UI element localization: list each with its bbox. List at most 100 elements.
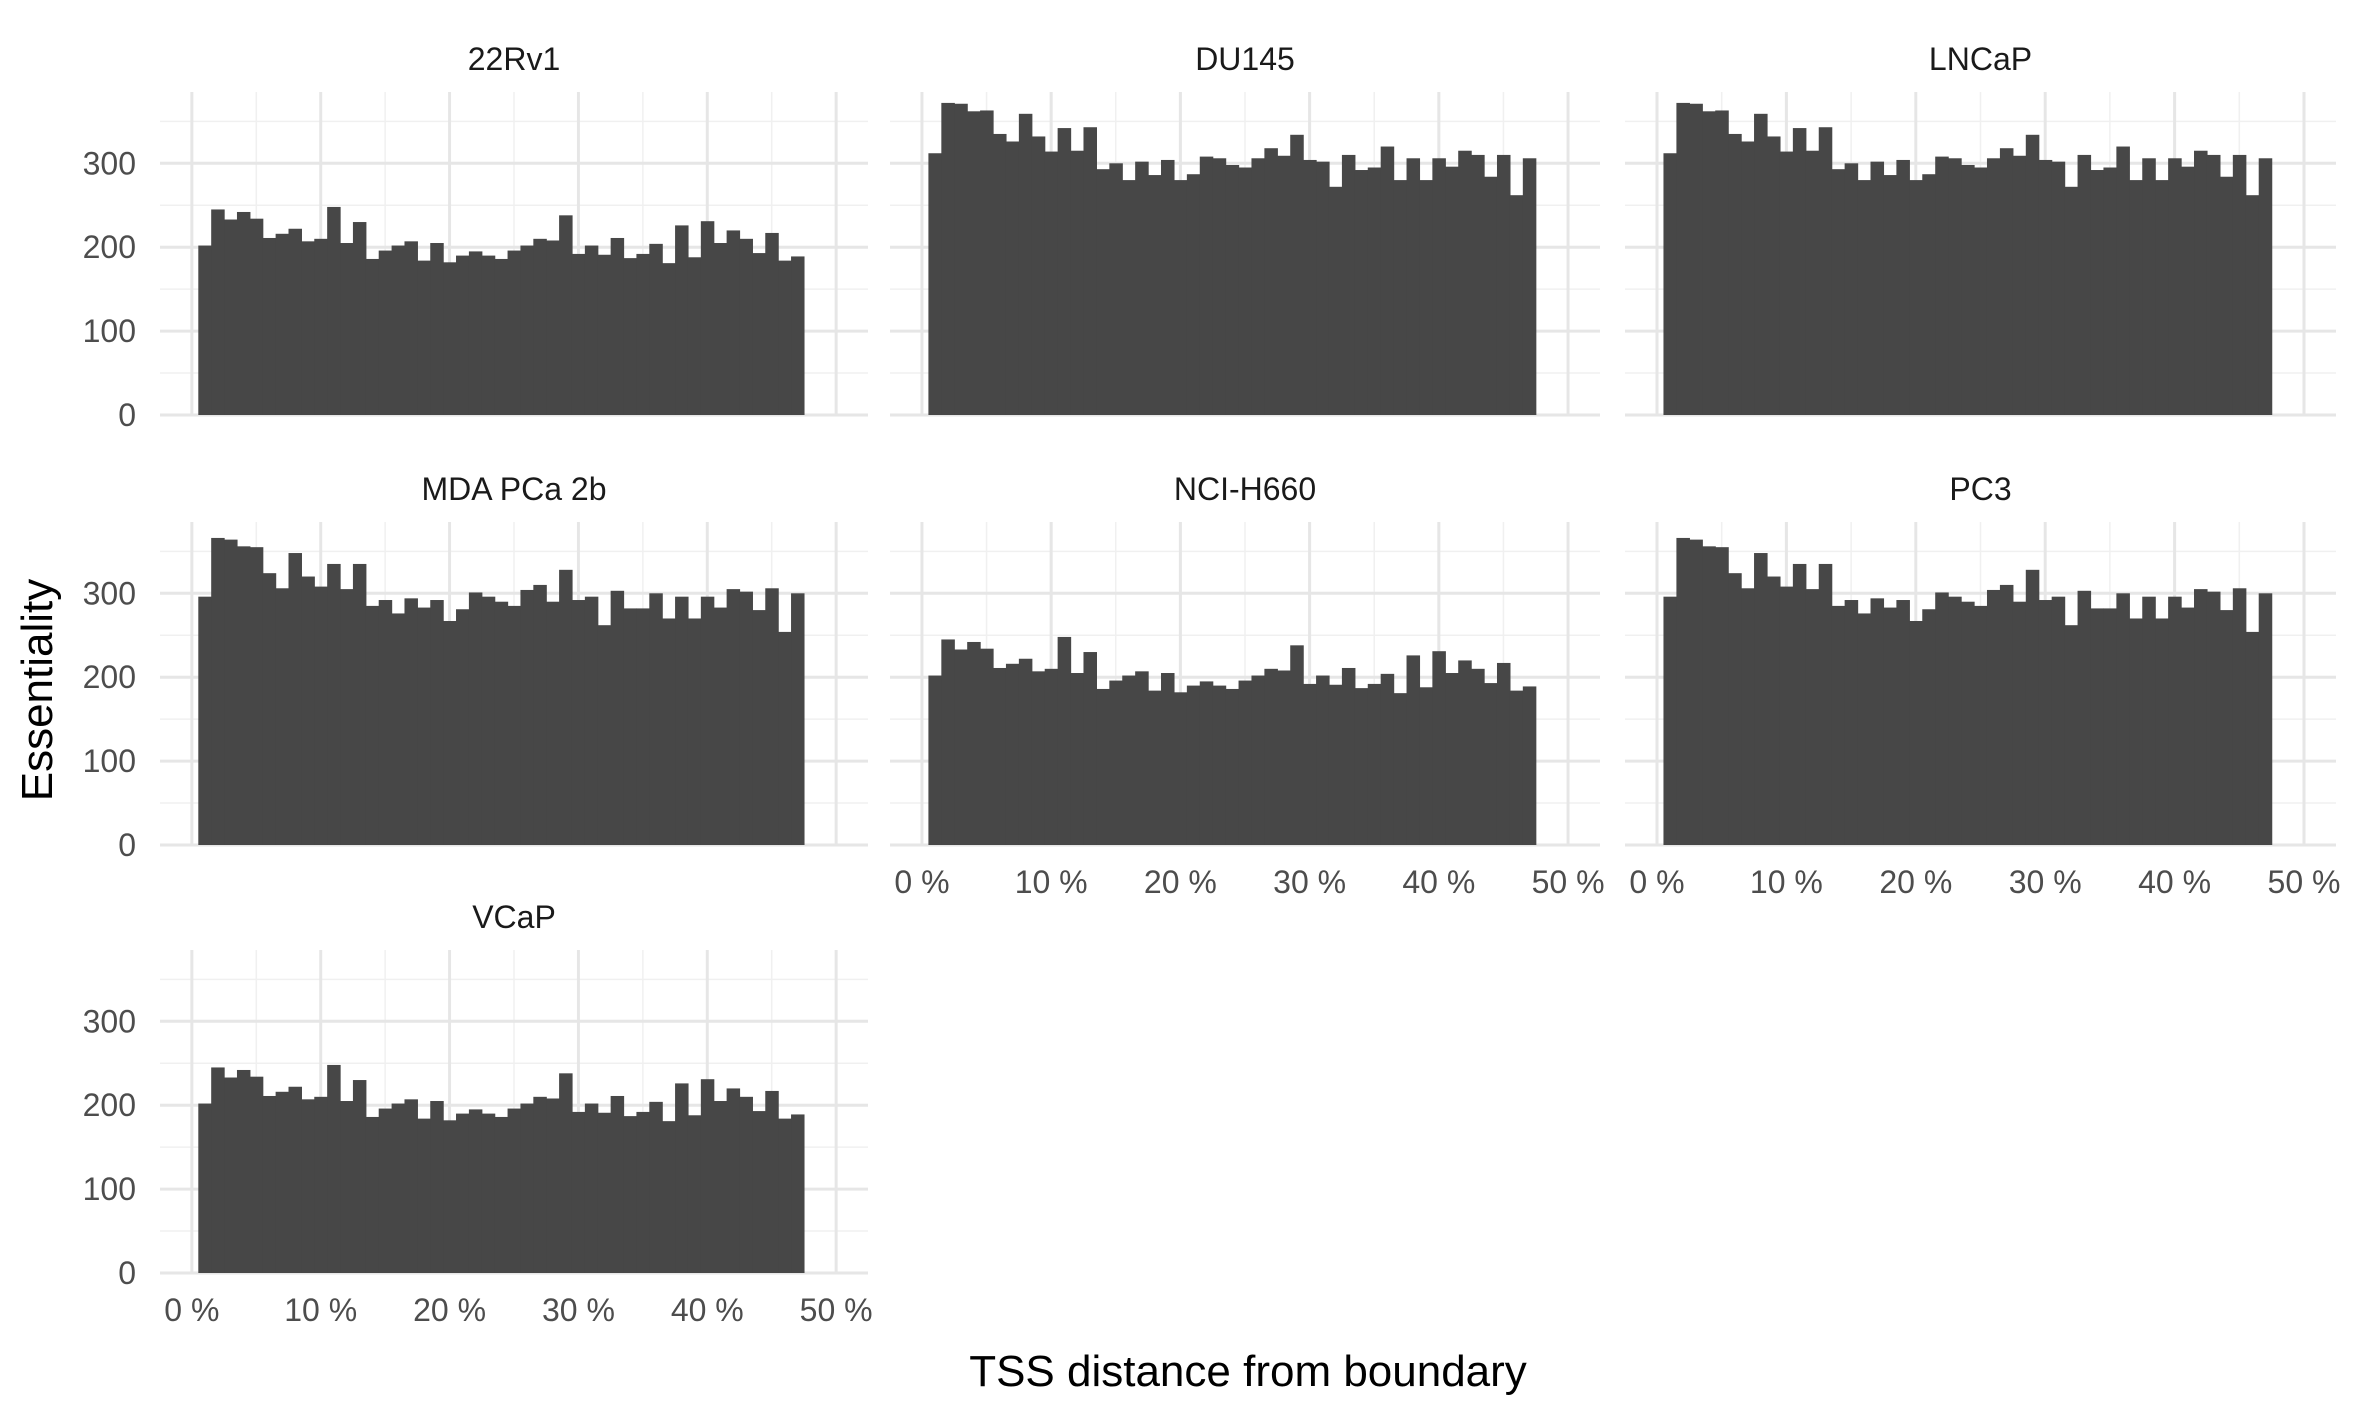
histogram-bar <box>1728 573 1742 845</box>
histogram-bar <box>494 1116 509 1273</box>
histogram-bar <box>623 608 638 845</box>
histogram-bar <box>1496 662 1511 845</box>
histogram-bar <box>2051 161 2066 415</box>
histogram-bar <box>571 1111 586 1273</box>
histogram-bar <box>1380 146 1395 415</box>
histogram-bar <box>1896 600 1910 845</box>
histogram-bar <box>1715 110 1729 415</box>
histogram-bar <box>778 1118 792 1273</box>
x-tick-label: 40 % <box>671 1292 744 1328</box>
histogram-bar <box>1122 180 1136 415</box>
histogram-bar <box>494 258 509 415</box>
histogram-bar <box>404 598 418 845</box>
histogram-bar <box>1896 159 1910 415</box>
histogram-bar <box>494 601 509 845</box>
histogram-bar <box>765 1090 779 1273</box>
histogram-bar <box>1792 128 1807 415</box>
facet-title: DU145 <box>1195 41 1295 77</box>
histogram-bar <box>2038 159 2053 415</box>
panel-pc3: PC3 0 % 10 % 20 % 30 % 40 % 50 % <box>1625 471 2340 900</box>
histogram-bar <box>1135 161 1149 415</box>
histogram-bar <box>1122 675 1136 845</box>
histogram-bar <box>1406 158 1421 415</box>
histogram-bar <box>301 241 315 415</box>
x-tick-label: 20 % <box>1144 864 1217 900</box>
histogram-bar <box>610 1095 625 1273</box>
histogram-bar <box>726 589 741 845</box>
histogram-bar <box>1754 113 1768 415</box>
histogram-bar <box>1135 671 1149 845</box>
histogram-bar <box>1432 651 1446 845</box>
histogram-bar <box>391 1103 406 1273</box>
histogram-bar <box>954 649 968 845</box>
panel-22rv1: 22Rv1 0 100 200 300 <box>83 41 868 433</box>
histogram-bar <box>365 258 380 415</box>
histogram-bar <box>391 613 406 845</box>
histogram-bar <box>443 1120 457 1273</box>
histogram-bar <box>443 620 457 845</box>
histogram-bar <box>597 625 612 845</box>
histogram-bar <box>954 103 968 415</box>
histogram-bar <box>636 608 650 845</box>
histogram-bar <box>1689 103 1703 415</box>
histogram-bar <box>1328 684 1343 845</box>
histogram-bar <box>1173 692 1188 845</box>
x-tick-label: 10 % <box>1015 864 1088 900</box>
histogram-bar <box>365 1116 380 1273</box>
histogram-bar <box>275 588 290 845</box>
histogram-bar <box>1044 151 1059 416</box>
histogram-bar <box>980 648 994 845</box>
histogram-bar <box>314 238 328 415</box>
histogram-bar <box>1935 592 1949 845</box>
histogram-bar <box>2142 596 2156 845</box>
histogram-bar <box>1018 113 1033 415</box>
histogram-bar <box>1096 169 1110 415</box>
histogram-bar <box>1083 127 1097 416</box>
histogram-bar <box>2206 154 2221 416</box>
histogram-bar <box>713 243 728 415</box>
histogram-bar <box>1367 683 1382 845</box>
histogram-bar <box>993 667 1007 845</box>
histogram-bar <box>275 1091 290 1273</box>
histogram-bar <box>533 1096 547 1273</box>
histogram-bar <box>1290 134 1304 415</box>
histogram-bar <box>352 222 367 415</box>
y-tick-label: 100 <box>83 743 136 779</box>
histogram-bar <box>726 1088 741 1273</box>
histogram-bar <box>623 1116 638 1273</box>
histogram-bar <box>1961 164 1975 415</box>
histogram-bar <box>1419 180 1433 415</box>
histogram-bar <box>352 563 367 845</box>
y-tick-label: 300 <box>83 575 136 611</box>
histogram-bar <box>198 1103 212 1273</box>
y-tick-label: 0 <box>118 827 136 863</box>
histogram-bar <box>2064 625 2079 845</box>
histogram-bar <box>765 232 779 415</box>
histogram-bar <box>456 1113 470 1273</box>
histogram-bar <box>2012 601 2027 845</box>
histogram-bar <box>1831 605 1846 845</box>
histogram-bar <box>1328 186 1343 415</box>
histogram-bar <box>752 610 766 845</box>
histogram-bar <box>1277 155 1291 415</box>
histogram-bar <box>1883 175 1897 415</box>
histogram-bar <box>533 238 547 415</box>
histogram-bar <box>249 547 264 845</box>
histogram-bar <box>739 238 753 415</box>
facet-title: PC3 <box>1949 471 2011 507</box>
histogram-bar <box>1676 537 1690 845</box>
y-tick-label: 300 <box>83 145 136 181</box>
histogram-bar <box>687 257 702 415</box>
y-tick-label: 100 <box>83 313 136 349</box>
histogram-bar <box>2155 618 2169 845</box>
panel-vcap: VCaP 0 100 200 300 0 % 10 % 20 % 30 % 40 % 50 % <box>83 899 873 1328</box>
histogram-bar <box>967 641 981 845</box>
histogram-bar <box>1005 141 1020 415</box>
histogram-bar <box>1277 670 1291 845</box>
histogram-bar <box>1844 600 1859 845</box>
histogram-bar <box>739 591 753 845</box>
histogram-bar <box>2168 596 2182 845</box>
histogram-bar <box>1831 169 1846 415</box>
histogram-bar <box>1728 133 1742 415</box>
histogram-bar <box>327 563 341 845</box>
